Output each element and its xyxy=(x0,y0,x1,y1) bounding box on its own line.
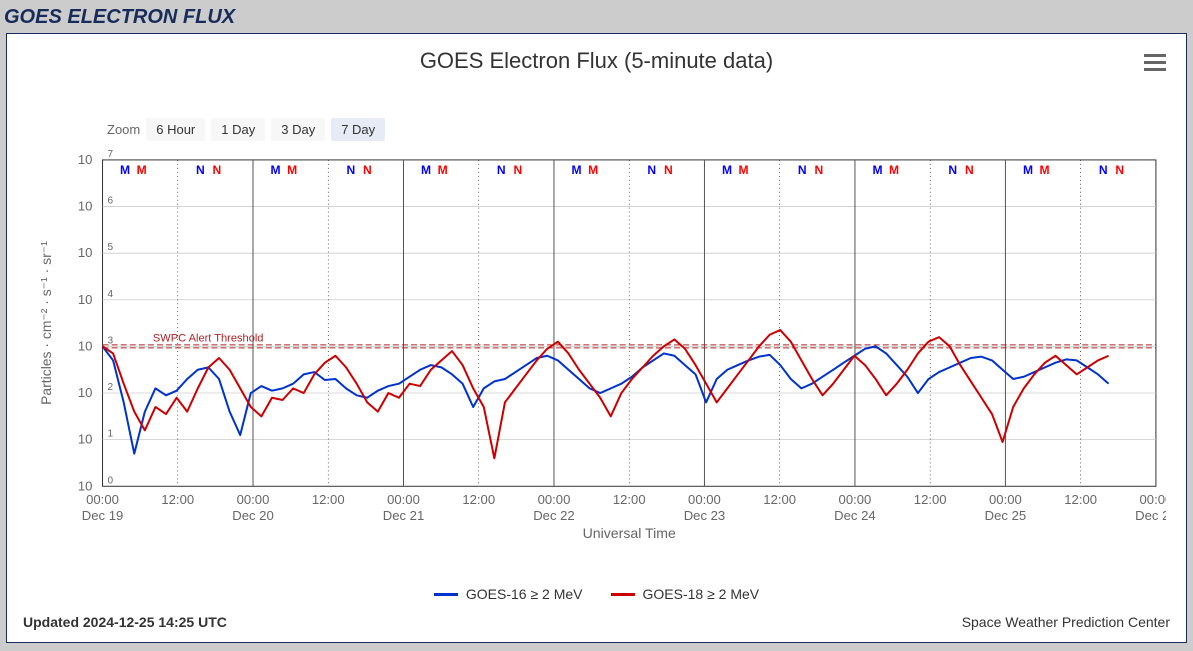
svg-text:12:00: 12:00 xyxy=(914,492,947,507)
svg-text:N: N xyxy=(213,163,222,177)
svg-text:00:00: 00:00 xyxy=(538,492,571,507)
svg-text:M: M xyxy=(438,163,448,177)
source-label: Space Weather Prediction Center xyxy=(962,614,1170,630)
legend-item[interactable]: GOES-18 ≥ 2 MeV xyxy=(611,586,760,602)
svg-text:Dec 22: Dec 22 xyxy=(533,508,575,523)
svg-text:N: N xyxy=(513,163,522,177)
svg-text:M: M xyxy=(137,163,147,177)
svg-text:M: M xyxy=(889,163,899,177)
zoom-button-1-day[interactable]: 1 Day xyxy=(211,118,265,141)
svg-text:00:00: 00:00 xyxy=(839,492,872,507)
svg-text:N: N xyxy=(1115,163,1124,177)
zoom-controls: Zoom 6 Hour 1 Day 3 Day 7 Day xyxy=(107,118,385,141)
svg-text:M: M xyxy=(1040,163,1050,177)
svg-text:M: M xyxy=(287,163,297,177)
svg-text:N: N xyxy=(497,163,506,177)
svg-text:N: N xyxy=(346,163,355,177)
svg-text:Dec 21: Dec 21 xyxy=(383,508,425,523)
svg-text:M: M xyxy=(722,163,732,177)
svg-text:N: N xyxy=(948,163,957,177)
zoom-button-6-hour[interactable]: 6 Hour xyxy=(146,118,205,141)
svg-text:10: 10 xyxy=(78,385,93,400)
legend-swatch xyxy=(611,593,635,596)
svg-text:M: M xyxy=(421,163,431,177)
svg-text:00:00: 00:00 xyxy=(989,492,1022,507)
svg-text:00:00: 00:00 xyxy=(1140,492,1166,507)
svg-text:M: M xyxy=(872,163,882,177)
svg-text:M: M xyxy=(588,163,598,177)
plot-area: 10010110210310410510610700:00Dec 1912:00… xyxy=(37,144,1166,542)
svg-text:1: 1 xyxy=(108,429,114,440)
chart-frame: GOES Electron Flux (5-minute data) Zoom … xyxy=(6,33,1187,643)
svg-text:10: 10 xyxy=(78,292,93,307)
svg-text:N: N xyxy=(965,163,974,177)
svg-text:12:00: 12:00 xyxy=(763,492,796,507)
page-title: GOES ELECTRON FLUX xyxy=(0,0,1193,33)
svg-text:2: 2 xyxy=(108,382,114,393)
svg-text:00:00: 00:00 xyxy=(688,492,721,507)
svg-text:7: 7 xyxy=(108,149,114,160)
svg-text:00:00: 00:00 xyxy=(387,492,420,507)
svg-text:N: N xyxy=(196,163,205,177)
legend-label: GOES-16 ≥ 2 MeV xyxy=(466,586,583,602)
svg-text:SWPC Alert Threshold: SWPC Alert Threshold xyxy=(153,332,264,344)
svg-text:Dec 20: Dec 20 xyxy=(232,508,274,523)
svg-text:Dec 19: Dec 19 xyxy=(82,508,124,523)
svg-text:M: M xyxy=(739,163,749,177)
svg-text:10: 10 xyxy=(78,152,93,167)
svg-text:12:00: 12:00 xyxy=(312,492,345,507)
svg-text:10: 10 xyxy=(78,338,93,353)
legend: GOES-16 ≥ 2 MeV GOES-18 ≥ 2 MeV xyxy=(7,583,1186,603)
legend-label: GOES-18 ≥ 2 MeV xyxy=(643,586,760,602)
svg-text:M: M xyxy=(1023,163,1033,177)
svg-text:N: N xyxy=(798,163,807,177)
svg-text:12:00: 12:00 xyxy=(1064,492,1097,507)
svg-text:12:00: 12:00 xyxy=(613,492,646,507)
svg-text:M: M xyxy=(120,163,130,177)
svg-text:N: N xyxy=(647,163,656,177)
svg-text:10: 10 xyxy=(78,199,93,214)
updated-label: Updated 2024-12-25 14:25 UTC xyxy=(23,614,227,630)
zoom-button-3-day[interactable]: 3 Day xyxy=(271,118,325,141)
svg-text:Dec 25: Dec 25 xyxy=(985,508,1027,523)
svg-text:N: N xyxy=(1099,163,1108,177)
svg-text:Dec 23: Dec 23 xyxy=(684,508,726,523)
legend-swatch xyxy=(434,593,458,596)
svg-text:M: M xyxy=(572,163,582,177)
svg-text:10: 10 xyxy=(78,245,93,260)
svg-text:6: 6 xyxy=(108,196,114,207)
svg-text:5: 5 xyxy=(108,242,114,253)
svg-text:12:00: 12:00 xyxy=(161,492,194,507)
svg-text:00:00: 00:00 xyxy=(86,492,119,507)
svg-text:10: 10 xyxy=(78,432,93,447)
svg-text:N: N xyxy=(363,163,372,177)
legend-item[interactable]: GOES-16 ≥ 2 MeV xyxy=(434,586,583,602)
zoom-button-7-day[interactable]: 7 Day xyxy=(331,118,385,141)
svg-text:00:00: 00:00 xyxy=(237,492,270,507)
svg-text:Dec 24: Dec 24 xyxy=(834,508,876,523)
svg-text:12:00: 12:00 xyxy=(462,492,495,507)
zoom-label: Zoom xyxy=(107,122,140,137)
svg-text:4: 4 xyxy=(108,289,114,300)
svg-text:0: 0 xyxy=(108,475,114,486)
svg-text:M: M xyxy=(271,163,281,177)
svg-text:Universal Time: Universal Time xyxy=(583,525,676,541)
chart-svg: 10010110210310410510610700:00Dec 1912:00… xyxy=(37,144,1166,542)
svg-text:Particles · cm⁻² · s⁻¹ · sr⁻¹: Particles · cm⁻² · s⁻¹ · sr⁻¹ xyxy=(38,241,54,405)
chart-title: GOES Electron Flux (5-minute data) xyxy=(7,34,1186,74)
svg-text:Dec 26: Dec 26 xyxy=(1135,508,1166,523)
chart-menu-icon[interactable] xyxy=(1144,52,1166,72)
svg-text:N: N xyxy=(664,163,673,177)
svg-text:N: N xyxy=(814,163,823,177)
svg-text:10: 10 xyxy=(78,478,93,493)
